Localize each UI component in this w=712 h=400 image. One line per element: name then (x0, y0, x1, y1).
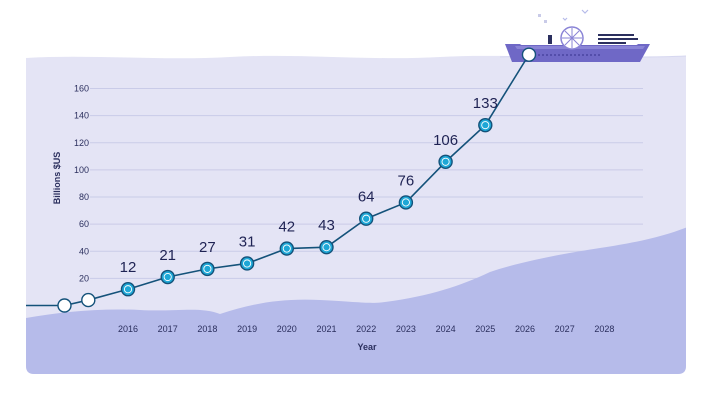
data-label-76: 76 (398, 172, 415, 189)
ship-cabin (545, 26, 563, 35)
x-axis-ticks: 2016 2017 2018 2019 2020 2021 2022 2023 2024 2025… (118, 324, 614, 334)
data-point-12 (521, 47, 537, 62)
y-tick-label-160: 160 (74, 84, 89, 94)
ship-stripe-1 (598, 34, 634, 36)
x-tick-label-2020: 2020 (277, 324, 297, 334)
data-point-ring-3 (163, 272, 172, 282)
data-label-43: 43 (318, 217, 335, 234)
smoke-puff-1 (538, 14, 541, 17)
data-label-106: 106 (433, 132, 458, 149)
y-tick-label-20: 20 (79, 273, 89, 283)
x-tick-label-2023: 2023 (396, 324, 416, 334)
ship-illustration (505, 9, 650, 62)
y-tick-label-80: 80 (79, 192, 89, 202)
data-label-42: 42 (278, 219, 295, 236)
data-point-8 (359, 211, 374, 226)
data-point-ring-9 (401, 198, 410, 207)
x-tick-label-2024: 2024 (436, 324, 456, 334)
data-point-ring-10 (441, 157, 450, 166)
ship-funnel (548, 35, 552, 44)
x-tick-label-2026: 2026 (515, 324, 535, 334)
bird-icon (581, 9, 589, 14)
x-tick-label-2021: 2021 (316, 324, 336, 334)
data-point-0 (57, 298, 72, 313)
ship-hull-highlight (515, 46, 645, 49)
x-axis-title: Year (357, 342, 377, 352)
data-label-21: 21 (159, 247, 176, 264)
data-point-ring-6 (282, 244, 291, 253)
x-tick-label-2027: 2027 (555, 324, 575, 334)
data-point-ring-8 (362, 214, 371, 223)
x-tick-label-2016: 2016 (118, 324, 138, 334)
data-label-27: 27 (199, 239, 216, 256)
bird-icon-2 (562, 17, 568, 21)
data-point-ring-2 (123, 285, 133, 294)
data-point-5 (239, 256, 255, 271)
data-point-ring-7 (322, 243, 331, 252)
y-tick-label-60: 60 (79, 219, 89, 229)
y-tick-label-100: 100 (74, 165, 89, 175)
ship-stripe-2 (598, 38, 638, 40)
data-label-31: 31 (239, 233, 256, 250)
y-axis-title: Billions $US (52, 152, 62, 205)
data-point-9 (398, 195, 414, 210)
data-label-133: 133 (473, 95, 498, 112)
data-point-1 (81, 292, 96, 308)
data-point-ring-11 (481, 121, 490, 130)
data-point-ring-5 (243, 259, 252, 268)
background-hills (26, 226, 686, 374)
data-point-3 (160, 269, 175, 285)
data-point-2 (120, 282, 136, 297)
data-point-11 (478, 117, 493, 133)
data-point-7 (319, 239, 334, 255)
x-tick-label-2017: 2017 (158, 324, 178, 334)
data-point-ring-4 (203, 264, 212, 273)
x-tick-label-2018: 2018 (197, 324, 217, 334)
data-point-10 (438, 154, 453, 169)
x-tick-label-2025: 2025 (475, 324, 495, 334)
y-tick-label-140: 140 (74, 111, 89, 121)
data-point-4 (200, 261, 215, 277)
ship-wheel-spokes (562, 28, 582, 48)
x-tick-label-2028: 2028 (594, 324, 614, 334)
y-tick-label-120: 120 (74, 138, 89, 148)
data-label-64: 64 (358, 189, 375, 206)
x-tick-label-2022: 2022 (356, 324, 376, 334)
y-axis-ticks: 20 40 60 80 100 120 140 160 (74, 84, 89, 284)
ship-stripe-3 (598, 42, 626, 44)
y-tick-label-40: 40 (79, 246, 89, 256)
smoke-puff-2 (544, 20, 547, 23)
data-label-12: 12 (120, 259, 137, 276)
series-layer: 12 21 27 31 42 43 64 76 106 133 (26, 47, 537, 313)
x-tick-label-2019: 2019 (237, 324, 257, 334)
data-point-6 (279, 241, 294, 256)
